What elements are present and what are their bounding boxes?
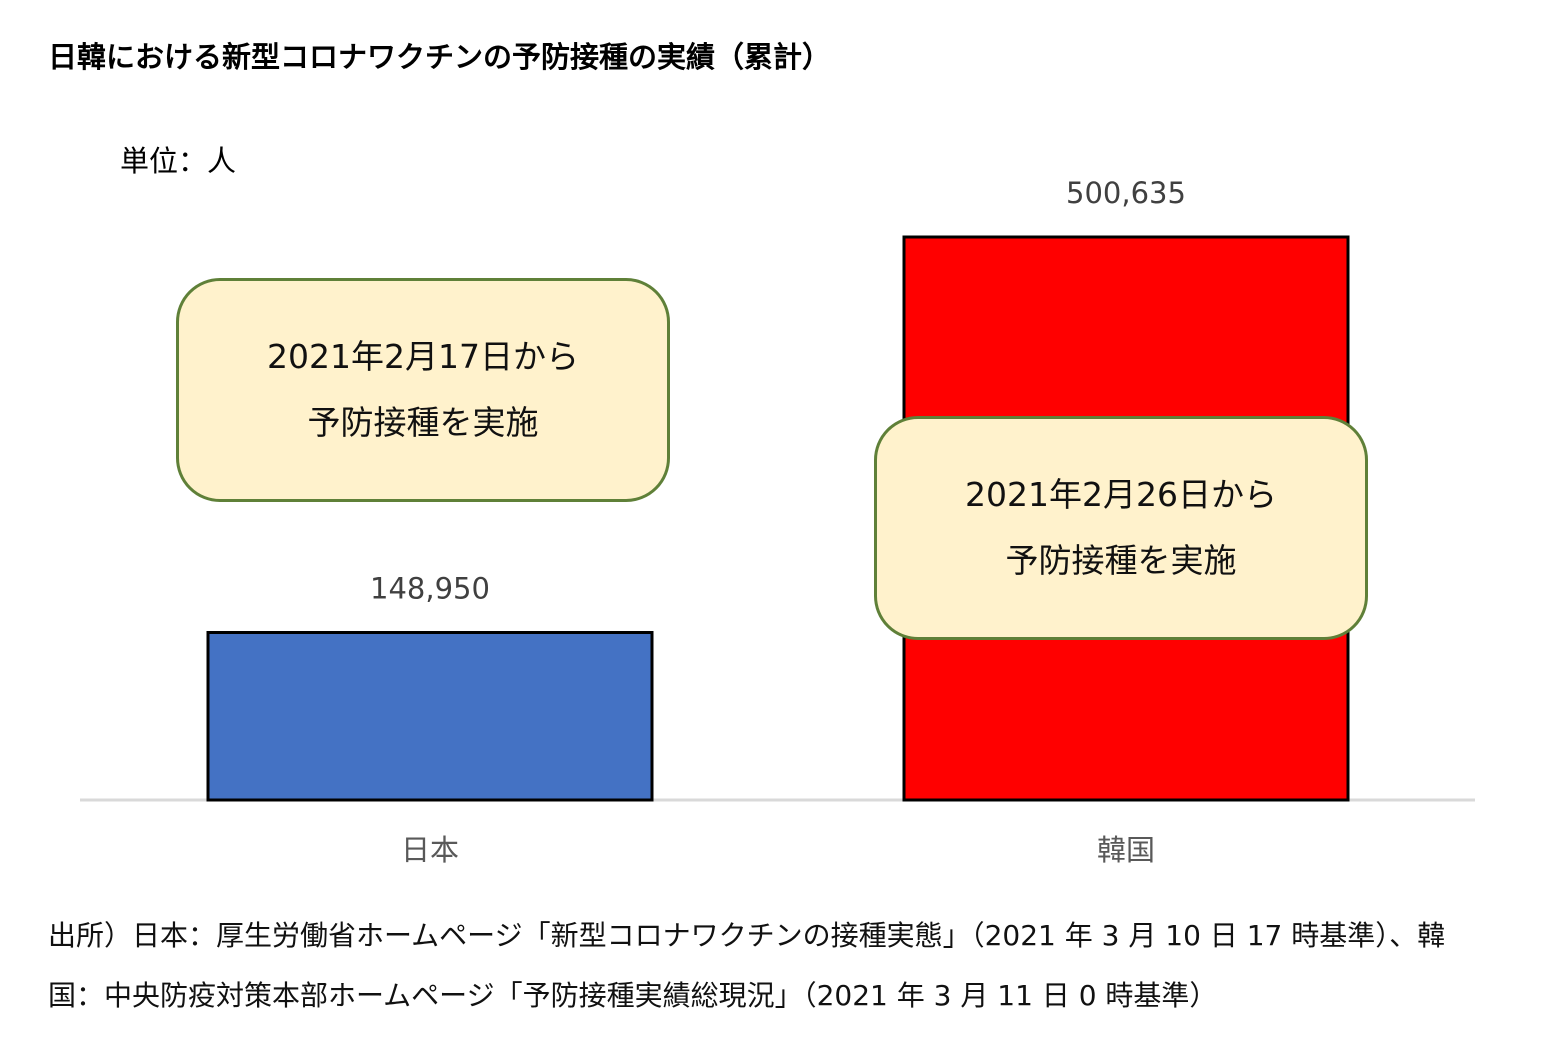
korea-callout-text: 予防接種を実施 (1005, 541, 1237, 580)
japan-callout-text: 予防接種を実施 (307, 403, 539, 442)
category-label-korea: 韓国 (1097, 833, 1155, 867)
korea-start-date-callout: 2021年2月26日から 予防接種を実施 (874, 416, 1368, 640)
bar-japan (206, 630, 654, 802)
data-label-korea: 500,635 (1066, 176, 1186, 210)
japan-start-date-callout: 2021年2月17日から 予防接種を実施 (176, 278, 670, 502)
korea-callout-date: 2021年2月26日から (965, 475, 1277, 514)
source-line-2: 国：中央防疫対策本部ホームページ「予防接種実績総現況」（2021 年 3 月 1… (48, 979, 1218, 1012)
chart-title: 日韓における新型コロナワクチンの予防接種の実績（累計） (48, 40, 832, 74)
japan-callout-date: 2021年2月17日から (267, 337, 579, 376)
source-line-1: 出所）日本：厚生労働省ホームページ「新型コロナワクチンの接種実態」（2021 年… (48, 919, 1446, 952)
category-label-japan: 日本 (401, 833, 459, 867)
unit-label: 単位：人 (120, 144, 237, 178)
source-note: 出所）日本：厚生労働省ホームページ「新型コロナワクチンの接種実態」（2021 年… (48, 906, 1518, 1026)
data-label-japan: 148,950 (370, 571, 490, 605)
